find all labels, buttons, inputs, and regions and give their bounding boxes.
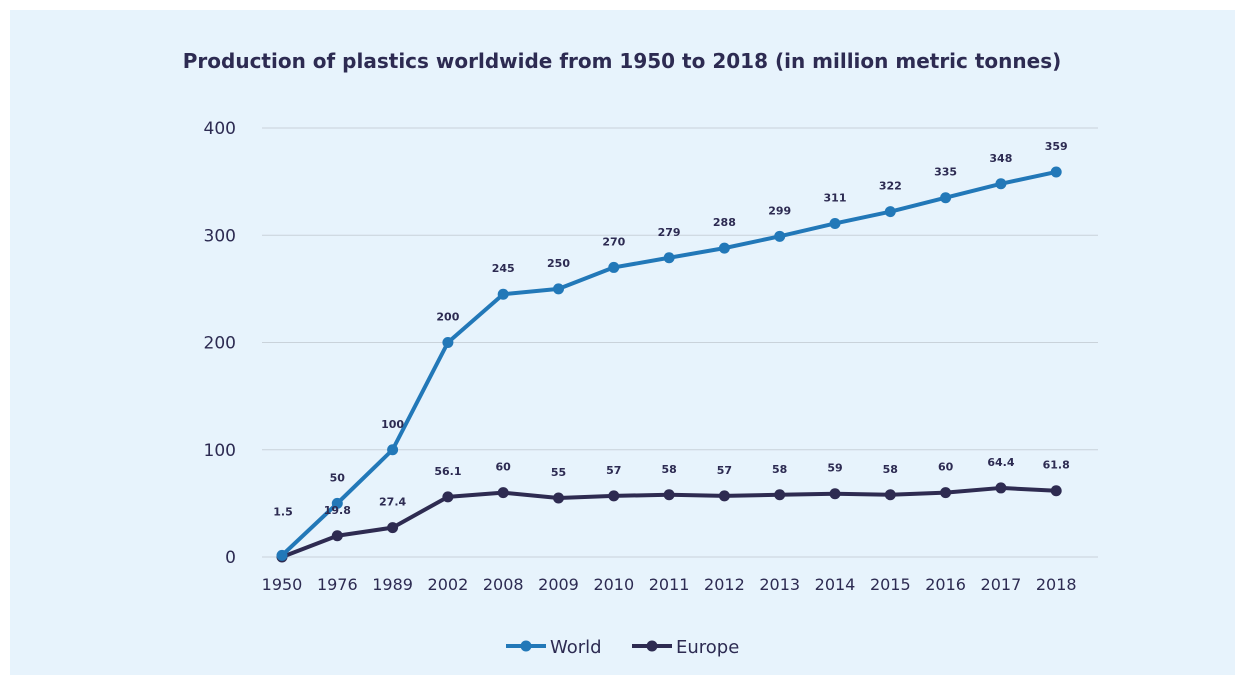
data-label-europe: 58	[883, 463, 898, 476]
legend-swatch-marker-europe	[646, 640, 658, 652]
data-point-world	[442, 337, 454, 348]
data-point-europe	[608, 490, 620, 502]
data-point-world	[387, 444, 399, 456]
line-chart: Production of plastics worldwide from 19…	[183, 49, 1098, 658]
x-tick-label: 2012	[704, 575, 745, 594]
x-tick-label: 2017	[981, 575, 1022, 594]
x-tick-label: 2013	[759, 575, 800, 594]
data-label-world: 359	[1045, 140, 1068, 153]
x-tick-label: 2009	[538, 575, 579, 594]
legend: World Europe	[506, 637, 739, 658]
x-tick-label: 2016	[925, 575, 966, 594]
data-label-europe: 60	[938, 461, 954, 474]
x-tick-label: 2008	[483, 575, 524, 594]
data-point-world	[718, 242, 730, 254]
data-point-world	[553, 283, 564, 295]
data-label-world: 1.5	[273, 505, 293, 518]
y-tick-label: 200	[204, 334, 236, 354]
data-point-europe	[718, 490, 730, 502]
data-label-europe: 56.1	[434, 465, 461, 478]
data-point-world	[940, 192, 952, 204]
x-tick-label: 1989	[372, 575, 413, 594]
data-point-europe	[884, 489, 896, 501]
data-labels: 1.5 50 100 200 245 250 270 279 288 299 311 322 335 34…	[273, 140, 1070, 518]
data-label-europe: 64.4	[987, 456, 1014, 469]
y-axis-ticks: 0 100 200 300 400	[204, 119, 236, 568]
data-point-europe	[940, 487, 952, 499]
y-tick-label: 400	[204, 119, 236, 139]
gridlines	[262, 127, 1098, 558]
data-point-europe	[663, 489, 675, 501]
series-lines	[276, 166, 1062, 563]
x-tick-label: 2014	[815, 575, 856, 594]
data-label-world: 279	[658, 226, 681, 239]
x-tick-label: 1950	[262, 575, 303, 594]
data-label-world: 348	[989, 152, 1012, 165]
data-point-world	[1050, 166, 1062, 178]
x-tick-label: 2002	[428, 575, 469, 594]
data-point-world	[829, 217, 841, 229]
data-label-europe: 19.8	[324, 504, 351, 517]
data-label-europe: 60	[496, 461, 512, 474]
data-label-world: 250	[547, 257, 570, 270]
data-point-europe	[331, 530, 343, 542]
legend-label-world: World	[550, 637, 602, 658]
data-point-world	[608, 261, 620, 273]
chart-panel: Production of plastics worldwide from 19…	[10, 10, 1235, 675]
y-tick-label: 0	[225, 548, 236, 568]
x-tick-label: 2018	[1036, 575, 1077, 594]
data-point-europe	[774, 489, 786, 501]
data-point-world	[774, 230, 786, 242]
data-point-world	[331, 497, 343, 509]
data-label-europe: 59	[827, 462, 842, 475]
data-label-world: 335	[934, 166, 957, 179]
data-label-europe: 57	[606, 464, 621, 477]
data-point-world	[663, 252, 675, 264]
data-label-world: 100	[381, 418, 404, 431]
data-point-europe	[497, 487, 509, 499]
data-label-europe: 57	[717, 464, 732, 477]
x-tick-label: 2011	[649, 575, 690, 594]
data-point-europe	[1050, 485, 1062, 497]
data-label-europe: 27.4	[379, 496, 406, 509]
data-label-world: 270	[602, 235, 625, 248]
x-axis-ticks: 1950 1976 1989 2002 2008 2009 2010 2011 2012 2013…	[262, 575, 1077, 594]
y-tick-label: 300	[204, 226, 236, 246]
data-point-europe	[387, 522, 399, 534]
data-point-europe	[442, 491, 454, 503]
data-label-europe: 61.8	[1043, 459, 1070, 472]
data-label-europe: 55	[551, 466, 566, 479]
data-label-world: 288	[713, 216, 736, 229]
legend-label-europe: Europe	[676, 637, 739, 658]
data-point-world	[884, 206, 896, 218]
data-label-world: 200	[436, 311, 459, 324]
x-tick-label: 1976	[317, 575, 358, 594]
data-point-world	[995, 178, 1007, 190]
data-point-europe	[553, 492, 564, 504]
x-tick-label: 2015	[870, 575, 911, 594]
data-point-world	[276, 549, 288, 561]
data-point-europe	[829, 488, 841, 500]
data-label-world: 299	[768, 204, 791, 217]
chart-title: Production of plastics worldwide from 19…	[183, 49, 1062, 73]
data-label-europe: 58	[772, 463, 787, 476]
y-tick-label: 100	[204, 441, 236, 461]
data-label-world: 322	[879, 180, 902, 193]
data-label-world: 311	[824, 191, 847, 204]
data-label-world: 50	[330, 471, 346, 484]
data-label-europe: 58	[661, 463, 676, 476]
legend-swatch-marker-world	[520, 640, 532, 652]
data-point-europe	[995, 482, 1007, 494]
data-point-world	[497, 288, 509, 300]
x-tick-label: 2010	[593, 575, 634, 594]
data-label-world: 245	[492, 262, 515, 275]
